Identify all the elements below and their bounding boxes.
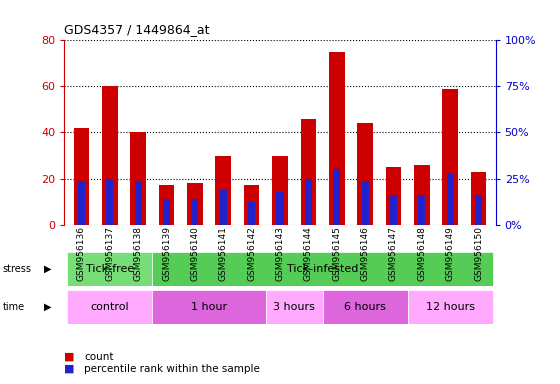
Text: GSM956142: GSM956142 xyxy=(247,226,256,281)
Bar xyxy=(447,174,454,225)
Bar xyxy=(471,172,487,225)
Text: GSM956147: GSM956147 xyxy=(389,226,398,281)
Bar xyxy=(272,156,288,225)
Text: stress: stress xyxy=(3,264,32,274)
Bar xyxy=(408,290,493,324)
Bar xyxy=(102,86,118,225)
Text: GSM956144: GSM956144 xyxy=(304,226,313,281)
Text: GSM956136: GSM956136 xyxy=(77,226,86,281)
Text: count: count xyxy=(84,352,114,362)
Text: time: time xyxy=(3,302,25,312)
Bar xyxy=(134,181,142,225)
Bar xyxy=(220,190,227,225)
Bar xyxy=(323,290,408,324)
Bar xyxy=(248,202,255,225)
Bar xyxy=(106,179,113,225)
Text: ■: ■ xyxy=(64,364,75,374)
Text: GSM956138: GSM956138 xyxy=(134,226,143,281)
Bar xyxy=(152,252,493,286)
Bar xyxy=(73,128,89,225)
Text: GDS4357 / 1449864_at: GDS4357 / 1449864_at xyxy=(64,23,210,36)
Bar xyxy=(414,165,430,225)
Bar xyxy=(163,199,170,225)
Bar xyxy=(216,156,231,225)
Text: GSM956140: GSM956140 xyxy=(190,226,199,281)
Bar xyxy=(187,183,203,225)
Bar xyxy=(130,132,146,225)
Text: GSM956137: GSM956137 xyxy=(105,226,114,281)
Bar xyxy=(67,290,152,324)
Text: ▶: ▶ xyxy=(44,264,52,274)
Text: GSM956148: GSM956148 xyxy=(417,226,426,281)
Text: Tick-free: Tick-free xyxy=(86,264,134,274)
Text: GSM956145: GSM956145 xyxy=(332,226,341,281)
Bar xyxy=(301,119,316,225)
Bar xyxy=(158,185,174,225)
Text: GSM956139: GSM956139 xyxy=(162,226,171,281)
Text: 1 hour: 1 hour xyxy=(191,302,227,312)
Bar xyxy=(357,123,373,225)
Text: GSM956143: GSM956143 xyxy=(276,226,284,281)
Bar xyxy=(333,169,340,225)
Text: 6 hours: 6 hours xyxy=(344,302,386,312)
Text: percentile rank within the sample: percentile rank within the sample xyxy=(84,364,260,374)
Text: 12 hours: 12 hours xyxy=(426,302,475,312)
Bar xyxy=(277,192,283,225)
Bar xyxy=(386,167,402,225)
Bar xyxy=(152,290,266,324)
Bar xyxy=(244,185,259,225)
Bar xyxy=(78,181,85,225)
Bar xyxy=(442,89,458,225)
Bar xyxy=(266,290,323,324)
Bar xyxy=(67,252,152,286)
Bar xyxy=(192,199,198,225)
Text: GSM956141: GSM956141 xyxy=(219,226,228,281)
Text: 3 hours: 3 hours xyxy=(273,302,315,312)
Text: Tick-infested: Tick-infested xyxy=(287,264,358,274)
Text: GSM956146: GSM956146 xyxy=(361,226,370,281)
Text: GSM956150: GSM956150 xyxy=(474,226,483,281)
Bar xyxy=(362,181,368,225)
Bar xyxy=(475,195,482,225)
Bar xyxy=(329,52,344,225)
Text: GSM956149: GSM956149 xyxy=(446,226,455,281)
Bar xyxy=(418,195,426,225)
Text: ■: ■ xyxy=(64,352,75,362)
Bar xyxy=(305,179,312,225)
Text: control: control xyxy=(91,302,129,312)
Bar xyxy=(390,195,397,225)
Text: ▶: ▶ xyxy=(44,302,52,312)
